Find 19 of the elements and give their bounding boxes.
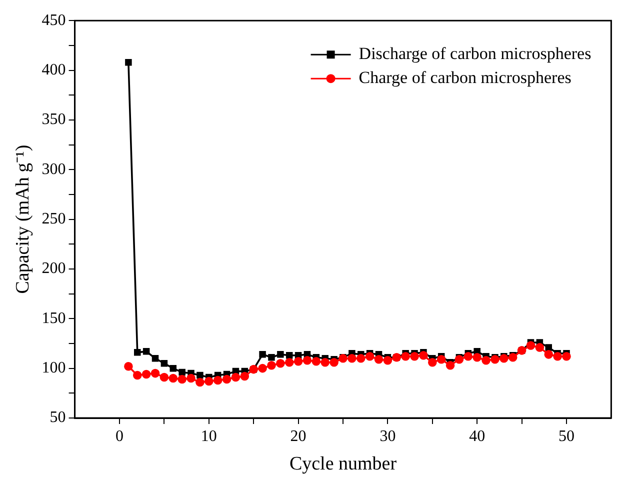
x-tick-label: 10 [200,428,217,445]
x-tick-label: 0 [116,428,124,445]
y-tick-label: 350 [42,111,66,128]
y-tick-label: 300 [42,160,66,178]
y-tick-label: 450 [42,12,66,29]
y-tick-label: 200 [42,260,66,278]
x-tick-label: 30 [380,428,396,445]
y-tick-label: 150 [42,310,66,327]
x-axis-title: Cycle number [289,454,398,475]
y-tick-label: 50 [50,409,66,426]
x-tick-label: 40 [469,428,486,445]
x-tick-label: 20 [290,428,306,445]
y-axis-title: Capacity (mAh g⁻¹) [12,144,34,294]
y-tick-label: 100 [42,360,66,377]
legend-label: Discharge of carbon microspheres [358,44,592,64]
legend-label: Charge of carbon microspheres [358,68,572,88]
x-tick-label: 50 [558,428,574,445]
y-tick-label: 250 [42,210,66,228]
y-tick-label: 400 [42,61,66,78]
